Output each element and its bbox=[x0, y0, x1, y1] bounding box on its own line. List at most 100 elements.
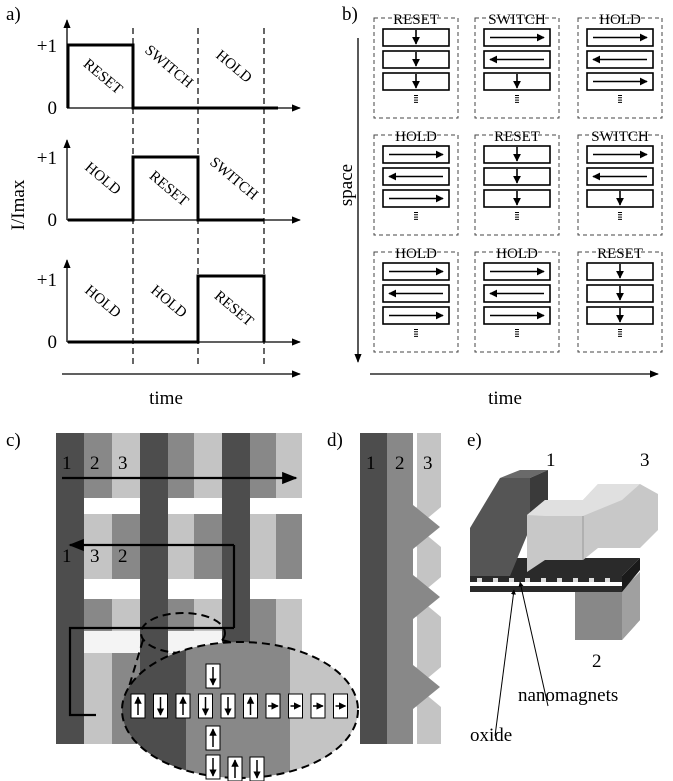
state-group-r3-c3: RESET bbox=[577, 246, 663, 353]
c-bot-track-2 bbox=[84, 599, 112, 631]
d-num-2: 2 bbox=[395, 453, 405, 474]
c-num-2b: 2 bbox=[118, 546, 128, 567]
c-top-track-6 bbox=[194, 433, 222, 498]
panel-b: b) space time RESET SWITCH HOLD HOLD RESET SW… bbox=[336, 4, 663, 409]
e-num-1: 1 bbox=[546, 450, 556, 471]
e-nanomagnet-row bbox=[477, 578, 610, 582]
state-group-border bbox=[577, 134, 663, 236]
row1-phase-3: HOLD bbox=[212, 47, 254, 86]
c-top-track-5 bbox=[168, 433, 194, 498]
panel-e-label: e) bbox=[467, 430, 482, 451]
state-group-r1-c1: RESET bbox=[373, 12, 459, 119]
c-top-track-1 bbox=[56, 433, 84, 498]
row3-phase-1: HOLD bbox=[81, 282, 123, 321]
row3-current-pulse bbox=[68, 274, 266, 344]
state-group-r1-c2: SWITCH bbox=[474, 12, 560, 119]
c-bot-track-3 bbox=[112, 599, 140, 631]
panel-b-label: b) bbox=[342, 4, 358, 25]
state-group-r2-c2: RESET bbox=[474, 129, 560, 236]
c-num-3: 3 bbox=[118, 453, 128, 474]
panel-d: d) 1 2 3 bbox=[327, 430, 441, 744]
e-num-3: 3 bbox=[640, 450, 650, 471]
state-group-r2-c1: HOLD bbox=[373, 129, 459, 236]
state-group-border bbox=[577, 17, 663, 119]
e-nanomagnets-label: nanomagnets bbox=[518, 685, 618, 706]
c-top-track-9 bbox=[276, 433, 302, 498]
c-top-track-2 bbox=[84, 433, 112, 498]
panel-a-y-label: I/Imax bbox=[8, 179, 29, 230]
c-connector bbox=[222, 579, 250, 599]
row3-tick-low: 0 bbox=[48, 332, 58, 353]
state-group-r3-c2: HOLD bbox=[474, 246, 560, 353]
c-num-1b: 1 bbox=[62, 546, 72, 567]
e-wire-2-side bbox=[622, 572, 640, 640]
c-mid-track-9 bbox=[276, 514, 302, 579]
e-layer-2 bbox=[470, 586, 622, 592]
c-bot-track-5 bbox=[168, 599, 194, 631]
panel-a: a) I/Imax +1 0 RESET SWITCH HOLD +1 0 HO… bbox=[6, 4, 301, 409]
state-group-border bbox=[474, 251, 560, 353]
state-label: SWITCH bbox=[591, 129, 649, 145]
panel-a-time-label: time bbox=[149, 388, 183, 409]
c-num-2: 2 bbox=[90, 453, 100, 474]
panel-e: e) 1 3 2 n bbox=[467, 430, 658, 746]
state-label: RESET bbox=[494, 129, 540, 145]
c-top-track-7 bbox=[222, 433, 250, 498]
state-group-border bbox=[373, 134, 459, 236]
c-connector bbox=[222, 498, 250, 514]
c-mid-track-2 bbox=[84, 514, 112, 579]
panel-b-y-label: space bbox=[336, 164, 357, 206]
panel-c: c) bbox=[6, 430, 359, 781]
state-group-border bbox=[474, 17, 560, 119]
c-bot-track-2b bbox=[84, 653, 112, 744]
panel-c-label: c) bbox=[6, 430, 21, 451]
c-highlight-ellipse bbox=[140, 612, 226, 654]
d-num-3: 3 bbox=[423, 453, 433, 474]
e-wire-1-top bbox=[470, 478, 530, 576]
c-zoom-magnets bbox=[130, 663, 348, 781]
row1-current-pulse bbox=[66, 43, 278, 110]
c-mid-track-4 bbox=[140, 514, 168, 579]
row3-tick-high: +1 bbox=[37, 270, 57, 291]
row1-phase-1: RESET bbox=[80, 56, 125, 98]
panel-d-label: d) bbox=[327, 430, 343, 451]
state-label: HOLD bbox=[599, 12, 641, 28]
clock-row-3: +1 0 HOLD HOLD RESET bbox=[37, 259, 301, 353]
c-num-1: 1 bbox=[62, 453, 72, 474]
state-label: HOLD bbox=[395, 246, 437, 262]
row2-phase-3: SWITCH bbox=[206, 154, 260, 203]
e-oxide-pointer bbox=[494, 589, 516, 737]
c-mid-track-3 bbox=[112, 514, 140, 579]
state-label: RESET bbox=[393, 12, 439, 28]
e-wire-1-cap bbox=[500, 470, 548, 478]
e-num-2: 2 bbox=[592, 651, 602, 672]
state-group-r3-c1: HOLD bbox=[373, 246, 459, 353]
e-substrate-side bbox=[622, 558, 640, 592]
c-signal-path-bottom bbox=[68, 626, 234, 717]
c-top-track-4 bbox=[140, 433, 168, 498]
d-wire-1 bbox=[360, 433, 387, 744]
row1-tick-high: +1 bbox=[37, 36, 57, 57]
e-wire-3-top bbox=[527, 484, 640, 516]
panel-b-time-label: time bbox=[488, 388, 522, 409]
c-connector bbox=[56, 498, 84, 514]
state-label: HOLD bbox=[395, 129, 437, 145]
clock-row-2: +1 0 HOLD RESET SWITCH bbox=[37, 139, 301, 231]
panel-a-label: a) bbox=[6, 4, 21, 25]
row3-phase-2: HOLD bbox=[147, 282, 189, 321]
c-connector bbox=[56, 579, 84, 599]
row1-phase-2: SWITCH bbox=[141, 42, 195, 91]
c-num-3b: 3 bbox=[90, 546, 100, 567]
row2-phase-1: HOLD bbox=[81, 159, 123, 198]
c-connector bbox=[140, 579, 168, 599]
c-cross-gap bbox=[84, 631, 140, 653]
row2-tick-high: +1 bbox=[37, 148, 57, 169]
c-mid-track-8 bbox=[250, 514, 276, 579]
state-label: HOLD bbox=[496, 246, 538, 262]
row2-phase-2: RESET bbox=[146, 168, 191, 210]
c-bot-track-6 bbox=[194, 599, 222, 631]
state-label: SWITCH bbox=[488, 12, 546, 28]
e-oxide-layer bbox=[470, 582, 622, 586]
row3-phase-3: RESET bbox=[211, 288, 256, 330]
